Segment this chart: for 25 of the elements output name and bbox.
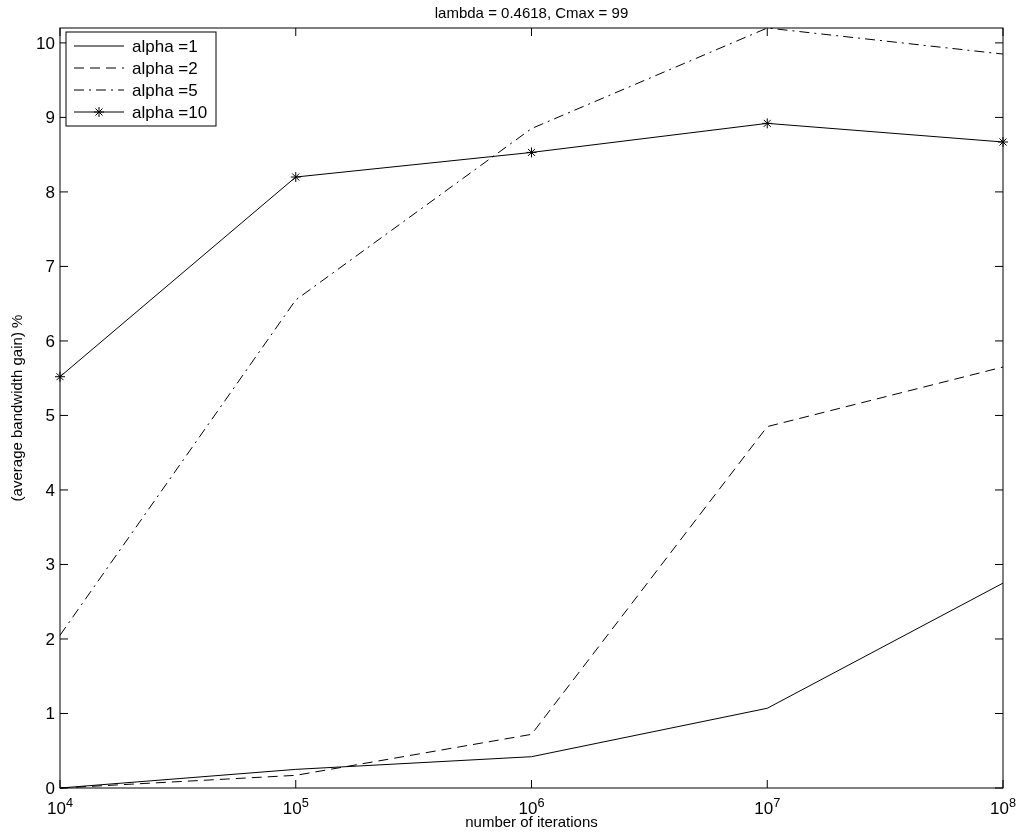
legend-label: alpha =5 — [132, 80, 198, 100]
point — [290, 171, 302, 183]
point — [761, 117, 773, 129]
y-tick-label: 2 — [45, 629, 55, 649]
y-tick-label: 10 — [36, 33, 55, 53]
legend-label: alpha =10 — [132, 102, 208, 122]
point — [526, 146, 537, 158]
legend-label: alpha =2 — [132, 58, 198, 78]
x-tick-label: 10$^{8}$ — [989, 794, 1017, 818]
y-tick-label: 8 — [45, 182, 55, 202]
chart-title: lambda = 0.4618, Cmax = 99 — [434, 4, 629, 21]
y-tick-label: 4 — [45, 480, 55, 500]
y-axis-title: (average bandwidth gain) % — [8, 314, 25, 502]
y-tick-label: 6 — [45, 331, 55, 351]
y-tick-label: 3 — [45, 555, 55, 575]
point — [997, 136, 1009, 148]
y-tick-label: 9 — [45, 108, 55, 128]
point — [54, 371, 66, 383]
legend-label: alpha =1 — [132, 36, 198, 56]
x-tick-label: 10$^{5}$ — [282, 794, 309, 818]
y-tick-label: 7 — [45, 257, 55, 277]
x-axis-title: number of iterations — [465, 813, 598, 830]
x-tick-label: 10$^{7}$ — [754, 794, 781, 818]
y-tick-label: 1 — [45, 704, 55, 724]
y-tick-label: 5 — [45, 406, 55, 426]
